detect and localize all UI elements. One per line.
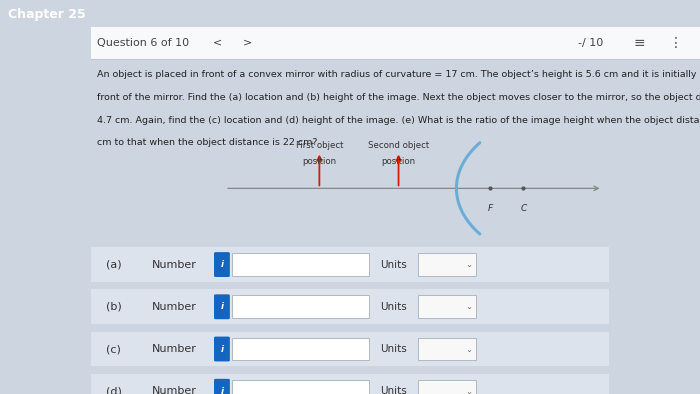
Text: First object: First object <box>295 141 343 150</box>
Text: 4.7 cm. Again, find the (c) location and (d) height of the image. (e) What is th: 4.7 cm. Again, find the (c) location and… <box>97 116 700 125</box>
FancyBboxPatch shape <box>418 380 476 394</box>
FancyBboxPatch shape <box>91 247 608 282</box>
FancyBboxPatch shape <box>91 374 608 394</box>
Text: Second object: Second object <box>368 141 429 150</box>
Text: cm to that when the object distance is 22 cm?: cm to that when the object distance is 2… <box>97 138 318 147</box>
Text: -/ 10: -/ 10 <box>578 38 603 48</box>
Text: i: i <box>220 344 223 353</box>
Text: (a): (a) <box>106 260 122 269</box>
Text: (b): (b) <box>106 302 122 312</box>
Text: >: > <box>244 38 253 48</box>
Text: i: i <box>220 387 223 394</box>
Text: ≡: ≡ <box>634 36 645 50</box>
FancyBboxPatch shape <box>418 253 476 276</box>
FancyBboxPatch shape <box>214 294 230 319</box>
FancyBboxPatch shape <box>91 289 608 324</box>
Text: (d): (d) <box>106 386 122 394</box>
FancyBboxPatch shape <box>232 380 370 394</box>
Text: Units: Units <box>380 302 407 312</box>
FancyBboxPatch shape <box>91 332 608 366</box>
FancyBboxPatch shape <box>214 379 230 394</box>
Text: <: < <box>213 38 222 48</box>
Text: i: i <box>220 260 223 269</box>
Text: C: C <box>520 204 526 213</box>
Text: Number: Number <box>152 386 197 394</box>
FancyBboxPatch shape <box>91 27 700 59</box>
Text: ⌄: ⌄ <box>465 302 472 311</box>
Text: position: position <box>302 157 337 166</box>
FancyBboxPatch shape <box>232 253 370 276</box>
Text: Chapter 25: Chapter 25 <box>8 8 86 21</box>
Text: An object is placed in front of a convex mirror with radius of curvature = 17 cm: An object is placed in front of a convex… <box>97 70 700 79</box>
Text: Units: Units <box>380 386 407 394</box>
Text: Number: Number <box>152 302 197 312</box>
Text: Number: Number <box>152 344 197 354</box>
Text: Question 6 of 10: Question 6 of 10 <box>97 38 189 48</box>
FancyBboxPatch shape <box>418 296 476 318</box>
Text: F: F <box>487 204 493 213</box>
FancyBboxPatch shape <box>232 338 370 361</box>
Text: position: position <box>382 157 416 166</box>
FancyBboxPatch shape <box>232 296 370 318</box>
Text: ⌄: ⌄ <box>465 387 472 394</box>
Text: Units: Units <box>380 344 407 354</box>
Text: ⌄: ⌄ <box>465 344 472 353</box>
FancyBboxPatch shape <box>214 336 230 361</box>
Text: Number: Number <box>152 260 197 269</box>
Text: front of the mirror. Find the (a) location and (b) height of the image. Next the: front of the mirror. Find the (a) locati… <box>97 93 700 102</box>
Text: ⌄: ⌄ <box>465 260 472 269</box>
Text: ⋮: ⋮ <box>668 36 682 50</box>
Text: i: i <box>220 302 223 311</box>
Text: (c): (c) <box>106 344 121 354</box>
FancyBboxPatch shape <box>214 252 230 277</box>
Text: Units: Units <box>380 260 407 269</box>
FancyBboxPatch shape <box>418 338 476 361</box>
